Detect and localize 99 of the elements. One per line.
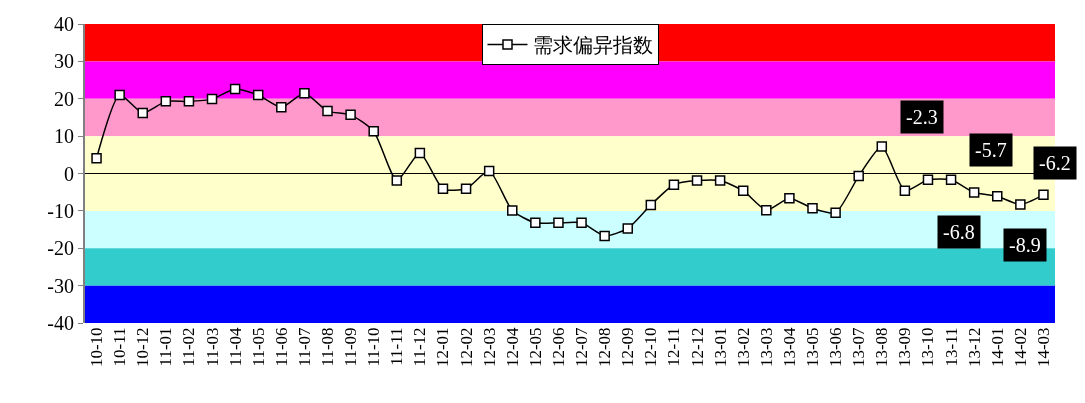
x-tick-label: 10-12 xyxy=(133,327,153,368)
y-tick-label: -40 xyxy=(47,312,74,334)
x-tick-label: 13-06 xyxy=(826,327,846,368)
point xyxy=(414,147,426,159)
x-tick-label: 11-08 xyxy=(318,327,338,367)
x-tick-label: 12-07 xyxy=(572,326,592,368)
x-tick-label: 12-01 xyxy=(433,327,453,368)
legend-label: 需求偏异指数 xyxy=(532,33,653,58)
point xyxy=(945,174,957,186)
x-tick-label: 12-11 xyxy=(664,327,684,367)
annotation: -6.2 xyxy=(1039,152,1071,174)
y-tick-label: 40 xyxy=(54,13,74,35)
point xyxy=(160,96,172,107)
x-tick-label: 13-07 xyxy=(849,326,869,368)
x-tick-label: 11-10 xyxy=(364,327,384,367)
x-tick-label: 14-01 xyxy=(987,327,1007,368)
point xyxy=(576,217,587,229)
x-tick-label: 13-11 xyxy=(941,327,961,367)
point xyxy=(830,207,841,218)
point xyxy=(645,199,657,211)
x-tick-label: 11-01 xyxy=(156,327,176,367)
y-tick-label: 30 xyxy=(54,50,74,73)
x-tick-label: 14-03 xyxy=(1033,327,1053,368)
point xyxy=(553,217,564,229)
point xyxy=(460,183,472,195)
x-tick-label: 11-04 xyxy=(225,326,245,367)
point xyxy=(761,204,772,216)
point xyxy=(1038,189,1049,201)
y-tick-label: -10 xyxy=(47,199,74,222)
annotation: -6.8 xyxy=(943,221,975,243)
x-tick-label: 13-05 xyxy=(803,327,823,368)
x-tick-label: 12-03 xyxy=(479,327,499,368)
x-tick-label: 13-12 xyxy=(964,327,984,368)
x-tick-label: 13-10 xyxy=(918,327,938,368)
x-tick-label: 13-03 xyxy=(756,327,776,368)
x-tick-label: 11-11 xyxy=(387,327,407,366)
x-tick-label: 13-01 xyxy=(710,327,730,368)
y-tick-label: -20 xyxy=(47,237,74,260)
x-tick-label: 12-04 xyxy=(502,326,522,368)
y-tick-label: 0 xyxy=(64,162,74,185)
point xyxy=(368,126,379,137)
point xyxy=(391,175,403,186)
point xyxy=(922,174,934,186)
x-tick-label: 12-09 xyxy=(618,327,638,368)
point xyxy=(530,217,541,229)
point xyxy=(807,203,818,214)
point xyxy=(968,187,980,198)
point xyxy=(714,175,726,186)
x-tick-label: 12-10 xyxy=(641,327,661,368)
x-tick-label: 11-03 xyxy=(202,327,222,367)
point xyxy=(114,89,125,101)
x-tick-label: 11-02 xyxy=(179,327,199,367)
point xyxy=(622,223,633,234)
x-tick-label: 10-10 xyxy=(87,327,107,368)
point xyxy=(668,179,680,190)
x-tick-label: 13-02 xyxy=(733,327,753,368)
x-tick-label: 11-05 xyxy=(248,327,268,367)
point xyxy=(183,96,195,107)
y-tick-label: -30 xyxy=(47,274,74,297)
point xyxy=(299,87,310,99)
x-tick-label: 12-05 xyxy=(525,327,545,368)
point xyxy=(899,185,911,196)
annotation: -2.3 xyxy=(906,106,938,128)
point xyxy=(507,205,518,216)
annotation: -8.9 xyxy=(1009,234,1041,256)
point xyxy=(437,183,449,195)
point xyxy=(853,170,864,182)
point xyxy=(737,185,749,196)
x-tick-label: 13-09 xyxy=(895,327,915,368)
point xyxy=(322,105,333,117)
point xyxy=(276,102,287,113)
x-tick-label: 11-06 xyxy=(271,327,291,367)
x-tick-label: 11-09 xyxy=(341,327,361,367)
point xyxy=(992,191,1003,202)
point xyxy=(691,175,703,186)
x-tick-label: 12-02 xyxy=(456,327,476,368)
point xyxy=(876,141,888,152)
y-tick-label: 10 xyxy=(54,125,74,148)
point xyxy=(1015,199,1026,210)
x-tick-label: 11-12 xyxy=(410,327,430,367)
point xyxy=(483,165,495,177)
x-tick-label: 12-12 xyxy=(687,327,707,368)
point xyxy=(345,109,356,121)
point xyxy=(599,230,610,242)
x-tick-label: 14-02 xyxy=(1010,327,1030,368)
point xyxy=(137,107,148,119)
x-tick-label: 12-08 xyxy=(595,327,615,368)
x-tick-label: 10-11 xyxy=(110,327,130,367)
x-tick-label: 11-07 xyxy=(294,326,314,367)
point xyxy=(229,83,241,95)
point xyxy=(784,192,795,204)
x-tick-label: 12-06 xyxy=(548,327,568,368)
x-tick-label: 13-08 xyxy=(872,327,892,368)
x-tick-label: 13-04 xyxy=(779,326,799,368)
point xyxy=(91,152,102,164)
point xyxy=(252,89,264,101)
point xyxy=(206,93,218,105)
annotation: -5.7 xyxy=(975,139,1007,161)
y-tick-label: 20 xyxy=(54,87,74,110)
